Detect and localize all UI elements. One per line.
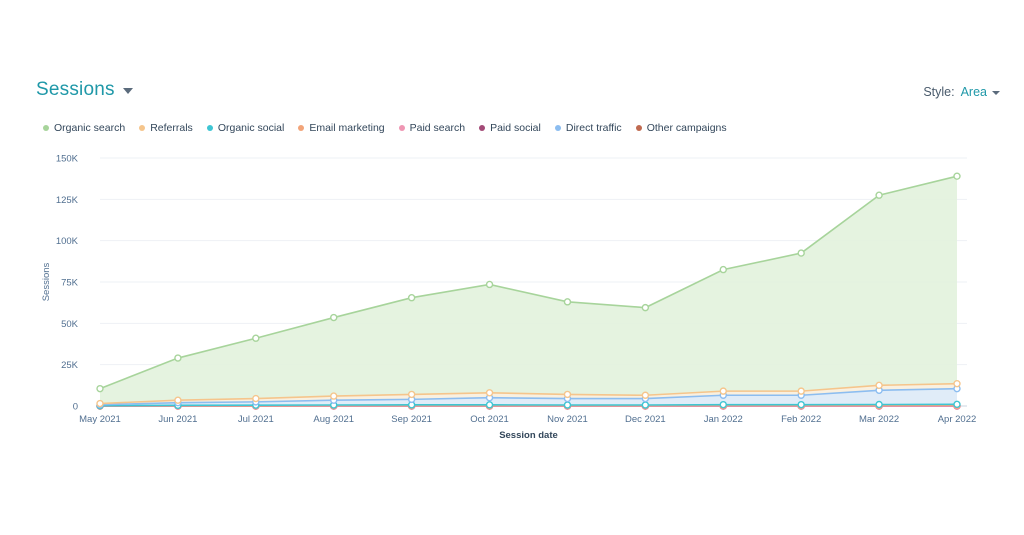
data-point-referrals [641,391,650,399]
legend-dot-icon [479,125,486,131]
x-tick-label: Mar 2022 [859,414,899,425]
y-tick-label: 50K [61,319,79,330]
legend-dot-icon [635,125,642,131]
data-point-organic-search [875,191,883,199]
legend-label: Referrals [150,122,193,134]
data-point-referrals [330,392,338,400]
data-point-organic-social [953,400,961,409]
data-point-organic-search [252,334,260,342]
x-tick-label: Jul 2021 [238,414,274,425]
data-point-organic-search [719,265,727,274]
chart-style-control: Style: Area [923,85,1000,99]
x-axis-label: Session date [499,430,558,441]
data-point-organic-social [797,400,805,409]
x-tick-label: Apr 2022 [938,414,977,425]
x-tick-label: Aug 2021 [313,414,354,425]
x-tick-label: Jun 2021 [158,414,197,425]
legend-item-email-marketing[interactable]: Email marketing [298,122,385,134]
legend-label: Organic search [54,122,126,134]
x-tick-label: Jan 2022 [704,414,743,425]
y-tick-label: 100K [56,236,79,247]
style-dropdown[interactable]: Area [961,85,1000,99]
series-line-referrals [99,382,958,405]
data-point-organic-search [563,298,572,306]
legend-dot-icon [398,125,405,131]
data-point-referrals [174,396,182,404]
series-area-organic-search [100,176,957,406]
data-point-referrals [953,379,961,388]
data-point-organic-search [96,384,104,393]
y-tick-label: 150K [56,154,79,165]
data-point-organic-search [174,354,182,362]
y-axis-label: Sessions [41,262,52,301]
report-title-dropdown[interactable]: Sessions [36,79,133,101]
x-tick-label: Dec 2021 [625,414,666,425]
legend-item-organic-social[interactable]: Organic social [206,122,285,134]
chevron-down-icon [992,90,1000,95]
x-tick-label: May 2021 [79,414,121,425]
data-point-organic-social [485,401,494,409]
y-tick-label: 125K [56,195,79,206]
legend-label: Paid social [490,122,541,134]
legend-dot-icon [298,125,305,131]
data-point-referrals [563,390,572,399]
data-point-organic-search [407,294,416,302]
y-tick-label: 25K [61,360,79,371]
legend-item-paid-search[interactable]: Paid search [398,122,466,134]
data-point-referrals [407,390,416,399]
legend-label: Paid search [409,122,466,134]
series-line-organic-search [99,175,958,390]
legend-item-organic-search[interactable]: Organic search [43,122,125,134]
data-point-organic-search [330,313,338,322]
chart-legend: Organic search Referrals Organic social … [43,122,727,134]
y-tick-label: 0 [73,402,78,413]
legend-dot-icon [139,125,146,131]
x-tick-label: Sep 2021 [391,414,432,425]
legend-dot-icon [554,125,561,131]
data-point-organic-search [797,249,805,257]
data-point-referrals [485,389,494,397]
legend-label: Other campaigns [646,122,727,134]
series-line-direct-traffic [99,387,958,406]
legend-item-other-campaigns[interactable]: Other campaigns [635,122,727,134]
legend-dot-icon [206,125,213,131]
data-point-organic-search [485,280,494,289]
legend-dot-icon [43,125,49,131]
x-tick-label: Oct 2021 [470,414,509,425]
x-tick-label: Nov 2021 [547,414,588,425]
series-area-direct-traffic [100,388,957,406]
data-point-referrals [96,399,104,408]
series-line-organic-social [99,403,958,407]
data-point-referrals [875,381,883,390]
data-point-organic-social [719,400,727,409]
data-point-organic-search [641,303,650,312]
data-point-referrals [719,387,727,395]
x-tick-label: Feb 2022 [781,414,821,425]
legend-item-direct-traffic[interactable]: Direct traffic [554,122,622,134]
legend-label: Direct traffic [565,122,622,134]
legend-item-paid-social[interactable]: Paid social [479,122,541,134]
style-label: Style: [923,85,955,99]
data-point-organic-search [953,172,961,180]
style-value: Area [960,85,987,99]
data-point-organic-social [641,401,650,409]
page-title: Sessions [36,79,115,100]
legend-label: Email marketing [309,122,385,134]
data-point-organic-social [875,400,883,409]
chevron-down-icon [122,88,133,94]
data-point-organic-social [563,401,572,409]
y-tick-label: 75K [61,278,79,289]
legend-label: Organic social [217,122,285,134]
legend-item-referrals[interactable]: Referrals [139,122,193,134]
data-point-referrals [252,394,260,403]
data-point-referrals [797,387,805,395]
